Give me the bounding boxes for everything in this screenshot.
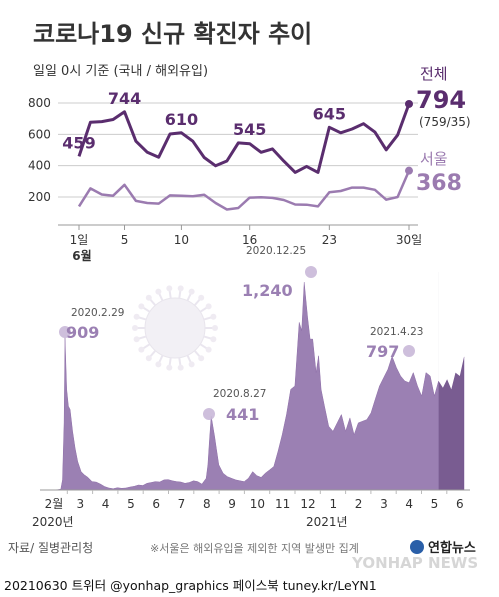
month-tick-label: 11 <box>275 497 290 511</box>
month-tick-label: 2 <box>355 497 363 511</box>
yonhap-logo-icon <box>410 540 424 554</box>
endpoint-dot-seoul <box>405 166 413 175</box>
peak-date: 2021.4.23 <box>370 326 423 338</box>
month-tick-label: 1 <box>329 497 337 511</box>
year-label: 2021년 <box>306 515 348 529</box>
month-tick-label: 8 <box>203 497 211 511</box>
x-tick-label: 1일 <box>70 233 89 247</box>
virus-spike-tip <box>145 355 152 362</box>
peak-date: 2020.8.27 <box>213 388 266 400</box>
y-tick-label: 600 <box>28 127 51 141</box>
virus-spike-tip <box>205 346 212 353</box>
agency-name: 연합뉴스 <box>428 540 476 556</box>
peak-date: 2020.12.25 <box>246 245 306 257</box>
data-label: 610 <box>165 110 198 129</box>
x-tick-label: 5 <box>121 233 129 247</box>
month-tick-label: 9 <box>228 497 236 511</box>
endpoint-dot-total <box>405 99 413 108</box>
x-tick-label: 16 <box>242 233 257 247</box>
virus-spike-tip <box>166 285 173 292</box>
area-series <box>53 282 465 491</box>
month-tick-label: 7 <box>178 497 186 511</box>
x-tick-label: 23 <box>322 233 337 247</box>
virus-spike-tip <box>198 294 205 301</box>
data-label: 645 <box>313 104 346 123</box>
month-tick-label: 4 <box>102 497 110 511</box>
agency-logo: 연합뉴스 <box>410 540 476 556</box>
y-tick-label: 200 <box>28 190 51 204</box>
footnote-text: ※서울은 해외유입을 제외한 지역 발생만 집계 <box>150 541 359 555</box>
june-mask <box>438 272 464 390</box>
virus-spike-tip <box>155 288 162 295</box>
virus-spike-tip <box>133 313 140 320</box>
virus-spike-tip <box>210 313 217 320</box>
footer-credit: 20210630 트위터 @yonhap_graphics 페이스북 tuney… <box>0 574 499 597</box>
legend-total-value: 794 <box>416 86 466 114</box>
virus-spike-tip <box>138 346 145 353</box>
source-text: 자료/ 질병관리청 <box>8 541 93 555</box>
virus-spike-tip <box>177 364 184 371</box>
month-tick-label: 4 <box>405 497 413 511</box>
legend-total-name: 전체 <box>420 65 448 83</box>
virus-body <box>144 297 206 359</box>
virus-spike-tip <box>212 325 218 331</box>
legend-total-detail: (759/35) <box>419 115 471 129</box>
x-tick-label: 30일 <box>396 233 422 247</box>
month-tick-label: 5 <box>127 497 135 511</box>
series-line-total <box>77 103 411 174</box>
month-tick-label: 10 <box>250 497 265 511</box>
legend-seoul-name: 서울 <box>420 150 448 168</box>
data-label: 744 <box>108 89 141 108</box>
y-tick-label: 400 <box>28 159 51 173</box>
peak-value: 909 <box>66 323 99 342</box>
virus-spike-tip <box>210 336 217 343</box>
legend-seoul-value: 368 <box>416 171 462 196</box>
month-tick-label: 5 <box>431 497 439 511</box>
virus-spike-tip <box>198 355 205 362</box>
series-line-seoul <box>77 170 411 211</box>
x-tick-label: 10 <box>174 233 189 247</box>
month-tick-label: 12 <box>300 497 315 511</box>
virus-spike-tip <box>133 336 140 343</box>
data-label: 459 <box>62 133 95 152</box>
virus-spike-tip <box>205 303 212 310</box>
virus-spike-tip <box>166 364 173 371</box>
virus-spike-tip <box>188 288 195 295</box>
chart-title: 코로나19 신규 확진자 추이 <box>33 20 312 48</box>
peak-marker <box>59 326 71 338</box>
daily-line-chart: 800 600 400 200 1일 5 10 16 23 30일 6월 459 744 610 545 64… <box>28 65 471 263</box>
peak-marker <box>403 345 415 357</box>
peak-value: 441 <box>226 405 259 424</box>
virus-illustration <box>132 285 218 371</box>
y-tick-label: 800 <box>28 96 51 110</box>
virus-spike-tip <box>155 361 162 368</box>
month-tick-label: 6 <box>456 497 464 511</box>
month-tick-label: 6 <box>152 497 160 511</box>
peak-value: 1,240 <box>242 281 293 300</box>
chart-canvas: 코로나19 신규 확진자 추이 일일 0시 기준 (국내 / 해외유입) 800… <box>8 20 478 572</box>
year-label: 2020년 <box>32 515 74 529</box>
virus-spike-tip <box>145 294 152 301</box>
peak-marker <box>203 408 215 420</box>
month-label: 6월 <box>72 248 91 263</box>
month-tick-label: 3 <box>76 497 84 511</box>
chart-subtitle: 일일 0시 기준 (국내 / 해외유입) <box>33 64 208 79</box>
month-tick-label: 2월 <box>45 497 64 511</box>
virus-spike-tip <box>132 325 138 331</box>
virus-spike-tip <box>177 285 184 292</box>
peak-date: 2020.2.29 <box>71 307 124 319</box>
month-tick-label: 3 <box>380 497 388 511</box>
virus-spike-tip <box>138 303 145 310</box>
watermark: YONHAP NEWS <box>351 554 478 572</box>
data-label: 545 <box>233 120 266 139</box>
peak-value: 797 <box>366 342 399 361</box>
virus-spike-tip <box>188 361 195 368</box>
peak-marker <box>305 266 317 278</box>
